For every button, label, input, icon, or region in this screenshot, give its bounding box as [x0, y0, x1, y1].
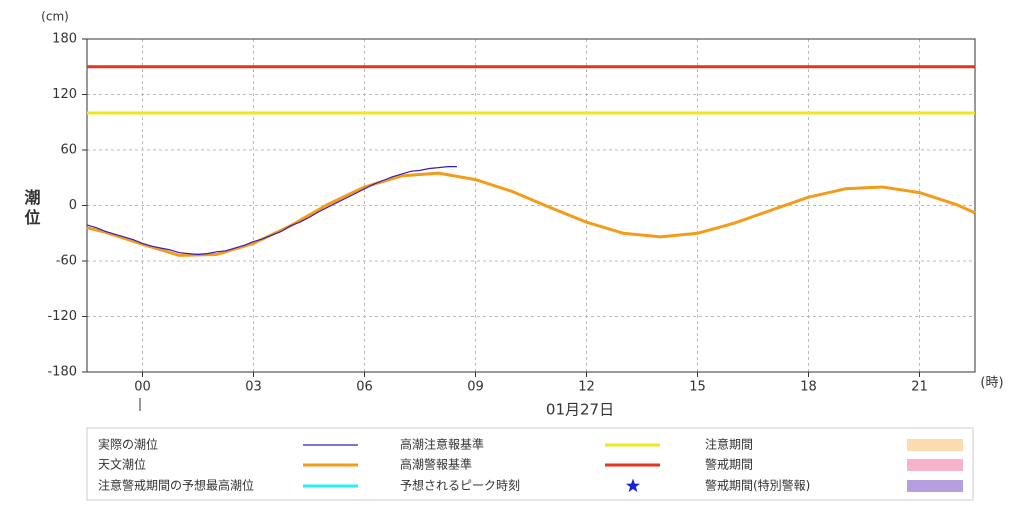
x-unit: (時): [980, 376, 1003, 391]
legend-swatch: [625, 478, 641, 493]
legend-swatch: [907, 480, 963, 492]
legend-label: 天文潮位: [98, 457, 146, 472]
legend-label: 警戒期間: [705, 457, 753, 472]
x-tick-label: 18: [800, 380, 817, 395]
date-label: 01月27日: [546, 401, 614, 419]
legend-label: 実際の潮位: [98, 437, 158, 452]
x-tick-label: 21: [911, 380, 928, 395]
x-tick-label: 03: [245, 380, 262, 395]
legend-label: 注意期間: [705, 437, 753, 452]
x-tick-label: 06: [356, 380, 373, 395]
legend-label: 注意警戒期間の予想最高潮位: [98, 478, 254, 493]
tide-line: [86, 166, 457, 256]
y-label: 潮位: [22, 188, 41, 229]
legend-swatch: [907, 459, 963, 471]
y-tick-label: 180: [52, 32, 77, 47]
x-tick-label: 00: [134, 380, 151, 395]
y-tick-label: -60: [56, 254, 77, 269]
y-tick-label: -180: [47, 365, 77, 380]
legend-box: [86, 427, 974, 501]
x-tick-label: 15: [689, 380, 706, 395]
y-unit: (cm): [41, 10, 69, 24]
y-tick-label: 0: [69, 198, 77, 213]
tide-line: [86, 171, 976, 257]
legend-label: 高潮警報基準: [400, 457, 472, 472]
y-tick-label: 60: [60, 143, 77, 158]
y-tick-label: 120: [52, 87, 77, 102]
y-tick-label: -120: [47, 309, 77, 324]
legend-label: 高潮注意報基準: [400, 437, 484, 452]
legend-label: 警戒期間(特別警報): [705, 478, 810, 493]
x-tick-label: 12: [578, 380, 595, 395]
plot-frame: [86, 38, 976, 373]
legend-label: 予想されるピーク時刻: [400, 478, 520, 493]
x-tick-label: 09: [467, 380, 484, 395]
legend-swatch: [907, 439, 963, 451]
